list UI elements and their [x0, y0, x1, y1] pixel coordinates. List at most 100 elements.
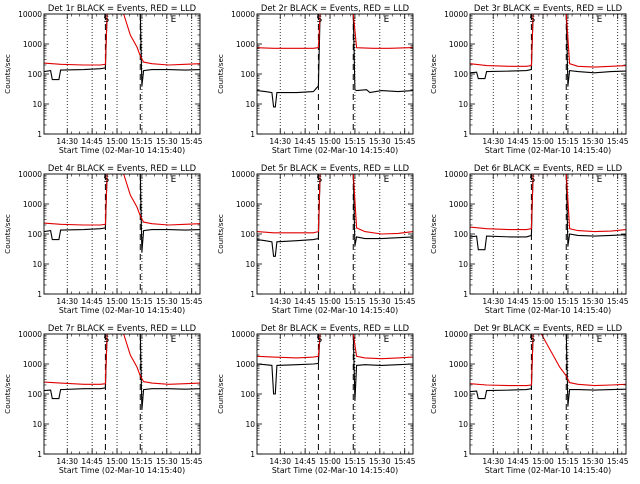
series-line-lld	[44, 174, 200, 226]
x-tick-label: 15:45	[181, 137, 203, 146]
x-tick-label: 14:30	[269, 297, 291, 306]
x-tick-label: 15:15	[557, 297, 579, 306]
y-tick-label: 10	[458, 420, 468, 429]
start-marker: S	[317, 175, 323, 185]
y-tick-label: 1	[37, 450, 42, 459]
x-axis-label: Start Time (02-Mar-10 14:15:40)	[59, 146, 185, 155]
y-tick-label: 10000	[18, 170, 42, 179]
x-tick-label: 15:30	[582, 297, 604, 306]
y-tick-label: 100	[28, 390, 43, 399]
series-line-events	[44, 334, 200, 410]
series-line-lld	[257, 14, 413, 49]
x-tick-label: 15:00	[106, 137, 128, 146]
panel-title: Det 9r BLACK = Events, RED = LLD	[474, 323, 622, 333]
y-tick-label: 10	[32, 420, 42, 429]
x-tick-label: 14:45	[294, 297, 316, 306]
x-tick-label: 15:00	[532, 137, 554, 146]
x-tick-label: 15:30	[369, 457, 391, 466]
x-tick-label: 15:45	[394, 297, 416, 306]
y-tick-label: 1	[463, 130, 468, 139]
start-marker: S	[530, 335, 536, 345]
series-line-events	[257, 174, 413, 257]
y-tick-label: 10	[245, 420, 255, 429]
x-tick-label: 15:15	[557, 457, 579, 466]
end-marker: E	[597, 175, 603, 185]
y-tick-label: 1	[463, 290, 468, 299]
panel-title: Det 7r BLACK = Events, RED = LLD	[48, 323, 196, 333]
y-tick-label: 10000	[444, 330, 468, 339]
x-tick-label: 15:45	[394, 457, 416, 466]
y-tick-label: 10	[245, 100, 255, 109]
y-tick-label: 1000	[236, 200, 255, 209]
y-tick-label: 10	[458, 260, 468, 269]
y-tick-label: 1	[463, 450, 468, 459]
x-tick-label: 14:30	[269, 137, 291, 146]
y-axis-label: Counts/sec	[216, 214, 225, 254]
panel-title: Det 1r BLACK = Events, RED = LLD	[48, 3, 196, 13]
y-tick-label: 1	[250, 130, 255, 139]
y-tick-label: 100	[454, 70, 469, 79]
x-tick-label: 14:30	[56, 137, 78, 146]
x-tick-label: 14:45	[81, 137, 103, 146]
x-axis-label: Start Time (02-Mar-10 14:15:40)	[59, 306, 185, 315]
y-tick-label: 1000	[449, 360, 468, 369]
x-tick-label: 15:00	[532, 297, 554, 306]
x-tick-label: 14:30	[56, 297, 78, 306]
panel-det-6: Det 6r BLACK = Events, RED = LLD 1 10 100 10…	[429, 163, 629, 315]
x-tick-label: 14:30	[482, 137, 504, 146]
start-marker: S	[530, 15, 536, 25]
x-tick-label: 15:15	[344, 457, 366, 466]
x-axis-label: Start Time (02-Mar-10 14:15:40)	[485, 306, 611, 315]
series-line-lld	[257, 174, 413, 235]
series-line-events	[257, 14, 413, 108]
y-axis-label: Counts/sec	[216, 54, 225, 94]
x-tick-label: 15:45	[181, 457, 203, 466]
x-tick-label: 15:00	[319, 297, 341, 306]
y-tick-label: 100	[241, 390, 256, 399]
x-axis-label: Start Time (02-Mar-10 14:15:40)	[485, 146, 611, 155]
y-tick-label: 10000	[231, 170, 255, 179]
series-line-lld	[44, 334, 200, 385]
panel-title: Det 8r BLACK = Events, RED = LLD	[261, 323, 409, 333]
start-marker: S	[104, 15, 110, 25]
y-tick-label: 10	[458, 100, 468, 109]
y-tick-label: 1	[37, 130, 42, 139]
y-tick-label: 1	[250, 450, 255, 459]
start-marker: S	[530, 175, 536, 185]
x-tick-label: 14:45	[294, 137, 316, 146]
y-axis-label: Counts/sec	[429, 214, 438, 254]
end-marker: E	[384, 335, 390, 345]
start-marker: S	[317, 335, 323, 345]
series-line-events	[44, 174, 200, 253]
x-axis-label: Start Time (02-Mar-10 14:15:40)	[272, 306, 398, 315]
y-tick-label: 1000	[23, 360, 42, 369]
x-tick-label: 15:30	[582, 137, 604, 146]
y-tick-label: 100	[241, 70, 256, 79]
x-tick-label: 15:15	[344, 297, 366, 306]
panel-title: Det 6r BLACK = Events, RED = LLD	[474, 163, 622, 173]
y-tick-label: 10000	[231, 330, 255, 339]
panel-title: Det 3r BLACK = Events, RED = LLD	[474, 3, 622, 13]
series-line-lld	[44, 14, 200, 66]
x-tick-label: 15:45	[181, 297, 203, 306]
series-line-lld	[470, 334, 626, 387]
y-tick-label: 100	[454, 230, 469, 239]
x-tick-label: 15:45	[607, 457, 629, 466]
y-tick-label: 1000	[449, 40, 468, 49]
series-line-events	[470, 334, 626, 406]
x-tick-label: 14:45	[81, 457, 103, 466]
x-tick-label: 15:15	[131, 137, 153, 146]
x-tick-label: 15:30	[369, 297, 391, 306]
series-line-events	[44, 14, 200, 86]
panel-det-1: Det 1r BLACK = Events, RED = LLD 1 10 100 10…	[3, 3, 203, 155]
series-line-lld	[257, 334, 413, 360]
panel-title: Det 5r BLACK = Events, RED = LLD	[261, 163, 409, 173]
panel-det-5: Det 5r BLACK = Events, RED = LLD 1 10 100 10…	[216, 163, 416, 315]
end-marker: E	[384, 15, 390, 25]
y-tick-label: 10000	[18, 10, 42, 19]
series-line-lld	[470, 174, 626, 233]
y-tick-label: 1000	[23, 40, 42, 49]
end-marker: E	[171, 335, 177, 345]
start-marker: S	[104, 335, 110, 345]
